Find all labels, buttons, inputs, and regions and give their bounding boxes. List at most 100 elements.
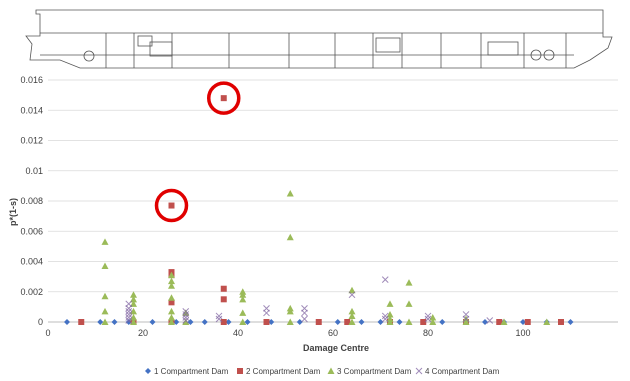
data-point-series-2: [496, 319, 503, 325]
data-point-series-3: [348, 286, 356, 294]
ship-propeller-circle: [83, 50, 95, 62]
data-point-series-3: [168, 313, 175, 321]
data-point-series-3: [405, 300, 413, 307]
y-tick-label: 0.006: [20, 226, 43, 236]
data-point-series-2: [168, 202, 175, 209]
data-point-series-1: [244, 319, 251, 325]
legend-marker-3: [327, 367, 335, 374]
data-point-series-4: [125, 305, 133, 312]
data-point-series-3: [101, 318, 109, 325]
data-markers: [64, 95, 574, 325]
y-axis-title: p*(1-s): [8, 198, 18, 226]
x-axis-title: Damage Centre: [303, 343, 369, 353]
data-point-series-1: [377, 319, 384, 325]
y-tick-label: 0.01: [25, 166, 43, 176]
data-point-series-3: [386, 318, 394, 325]
data-point-series-3: [101, 292, 109, 300]
data-point-series-3: [429, 318, 437, 325]
data-point-series-3: [286, 318, 294, 325]
data-point-series-3: [239, 291, 247, 298]
data-point-series-3: [348, 312, 356, 319]
highlight-circle: [207, 81, 241, 115]
data-point-series-4: [263, 309, 270, 317]
data-point-series-3: [543, 318, 551, 325]
ship-compartment-box: [487, 41, 519, 56]
data-point-series-3: [182, 309, 190, 316]
data-point-series-4: [215, 315, 223, 323]
data-point-series-2: [420, 319, 427, 325]
data-point-series-4: [182, 317, 190, 324]
data-point-series-3: [386, 300, 394, 307]
data-point-series-3: [239, 318, 247, 325]
data-point-series-1: [358, 319, 365, 325]
data-point-series-3: [286, 307, 294, 315]
x-tick-label: 60: [328, 328, 338, 338]
data-point-series-3: [405, 318, 413, 325]
data-point-series-2: [220, 319, 227, 325]
data-point-series-3: [130, 307, 137, 315]
data-point-series-1: [482, 319, 488, 325]
data-point-series-1: [149, 319, 156, 325]
data-point-series-2: [220, 95, 227, 102]
data-point-series-4: [215, 312, 223, 320]
data-point-series-1: [225, 319, 232, 325]
data-point-series-2: [558, 319, 564, 325]
data-point-series-4: [301, 315, 308, 323]
legend-marker-1: [145, 368, 151, 374]
legend-label: 4 Compartment Dam: [425, 367, 500, 376]
data-point-series-1: [439, 319, 446, 325]
data-point-series-4: [348, 291, 356, 299]
highlight-circles: [154, 81, 241, 223]
data-point-series-3: [101, 307, 109, 315]
data-point-series-1: [125, 319, 132, 325]
data-point-series-4: [182, 311, 190, 318]
data-point-series-3: [168, 282, 175, 289]
data-point-series-4: [424, 312, 432, 320]
ship-compartment-box: [375, 37, 401, 53]
x-tick-label: 20: [138, 328, 148, 338]
legend-marker-2: [237, 368, 243, 374]
data-point-series-3: [405, 279, 413, 286]
data-point-series-1: [201, 319, 208, 325]
data-point-series-4: [381, 312, 389, 320]
data-point-series-2: [263, 319, 270, 325]
x-tick-label: 100: [515, 328, 530, 338]
data-point-series-3: [348, 318, 356, 325]
data-point-series-4: [462, 315, 470, 323]
data-point-series-4: [486, 317, 494, 324]
data-point-series-4: [182, 314, 190, 321]
data-point-series-1: [64, 319, 70, 325]
data-point-series-4: [125, 317, 133, 324]
data-point-series-3: [130, 295, 137, 303]
data-point-series-1: [173, 319, 180, 325]
chart-legend: 1 Compartment Dam 2 Compartment Dam 3 Comp…: [145, 367, 500, 376]
y-tick-label: 0.008: [20, 196, 43, 206]
data-point-series-1: [187, 319, 194, 325]
legend-label: 3 Compartment Dam: [337, 367, 412, 376]
ship-thruster-circle: [530, 49, 542, 61]
data-point-series-4: [125, 314, 133, 321]
data-point-series-1: [396, 319, 403, 325]
y-tick-label: 0.012: [20, 136, 43, 146]
data-point-series-2: [78, 319, 85, 325]
x-tick-label: 0: [45, 328, 50, 338]
data-point-series-3: [130, 291, 137, 298]
y-tick-label: 0.016: [20, 75, 43, 85]
data-point-series-3: [500, 318, 508, 325]
data-point-series-3: [168, 271, 175, 279]
data-point-series-4: [125, 311, 133, 318]
data-point-series-3: [462, 318, 470, 325]
data-point-series-3: [168, 318, 175, 325]
x-tick-labels: 0 20 40 60 80 100: [45, 328, 530, 338]
ship-thruster-circle: [543, 49, 555, 61]
y-tick-label: 0.002: [20, 287, 43, 297]
data-point-series-3: [130, 313, 137, 321]
data-point-series-3: [386, 310, 394, 318]
y-tick-labels: 0 0.002 0.004 0.006 0.008 0.01 0.012 0.014 0.016: [20, 75, 43, 327]
data-point-series-1: [97, 319, 104, 325]
data-point-series-4: [381, 315, 389, 323]
data-point-series-2: [220, 285, 227, 292]
data-point-series-3: [101, 262, 109, 270]
ship-hull-outline: [25, 9, 613, 69]
data-point-series-3: [239, 295, 247, 303]
